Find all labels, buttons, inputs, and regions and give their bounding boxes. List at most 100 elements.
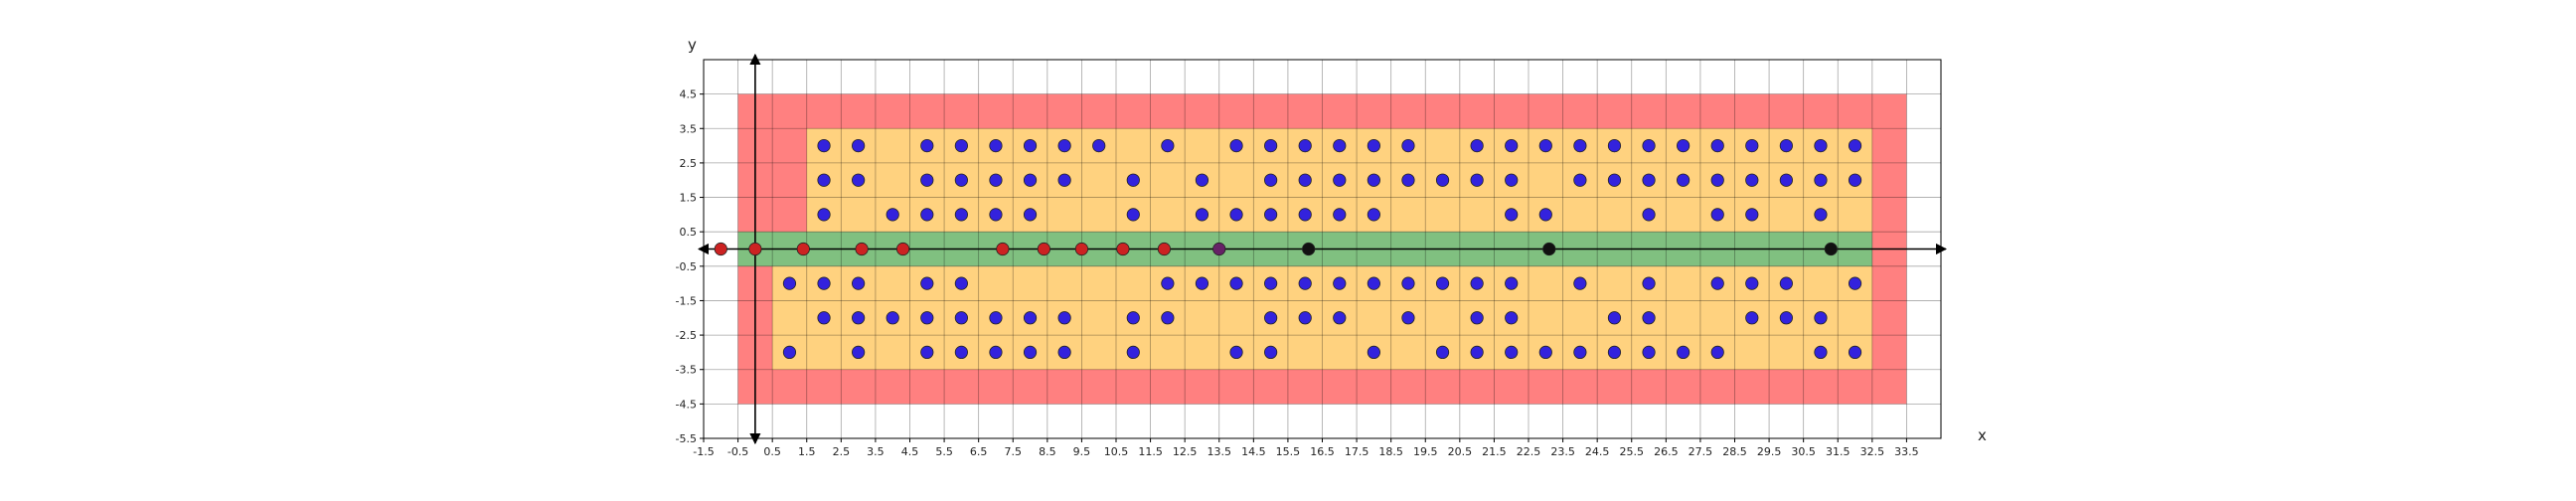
data-point <box>782 276 797 290</box>
data-point <box>796 242 810 256</box>
data-point <box>1745 311 1759 325</box>
y-tick-label: 3.5 <box>680 122 698 135</box>
data-point <box>1848 173 1862 187</box>
data-point <box>1814 138 1828 153</box>
data-point <box>1333 208 1347 222</box>
data-point <box>1333 311 1347 325</box>
x-tick-label: 32.5 <box>1860 445 1885 458</box>
x-tick-label: 33.5 <box>1894 445 1919 458</box>
data-point <box>1092 138 1106 153</box>
x-tick-label: 14.5 <box>1241 445 1266 458</box>
data-point <box>989 345 1003 360</box>
data-point <box>748 242 762 256</box>
data-point <box>1023 311 1038 325</box>
data-point <box>886 311 899 325</box>
data-point <box>1677 138 1690 153</box>
data-point <box>1057 138 1071 153</box>
data-point <box>1264 276 1278 290</box>
data-point <box>989 138 1003 153</box>
data-point <box>920 311 934 325</box>
data-point <box>1779 138 1793 153</box>
y-tick-label: -2.5 <box>676 329 697 342</box>
data-point <box>1470 345 1484 360</box>
data-point <box>920 345 934 360</box>
data-point <box>1298 173 1312 187</box>
data-point <box>852 311 866 325</box>
data-point <box>852 345 866 360</box>
y-tick-label: -3.5 <box>676 364 697 377</box>
data-point <box>886 208 899 222</box>
x-tick-label: 30.5 <box>1791 445 1816 458</box>
data-point <box>1642 345 1656 360</box>
data-point <box>1229 208 1243 222</box>
data-point <box>1435 276 1450 290</box>
y-tick-label: -0.5 <box>676 260 697 273</box>
data-point <box>1057 173 1071 187</box>
data-point <box>1161 276 1175 290</box>
data-point <box>1037 242 1050 256</box>
data-point <box>1126 345 1140 360</box>
data-point <box>1538 345 1552 360</box>
y-tick-label: -5.5 <box>676 432 697 445</box>
data-point <box>852 173 866 187</box>
data-point <box>1814 311 1828 325</box>
x-tick-label: 19.5 <box>1413 445 1438 458</box>
data-point <box>1779 173 1793 187</box>
data-point <box>817 311 831 325</box>
x-tick-label: 28.5 <box>1722 445 1747 458</box>
data-point <box>855 242 869 256</box>
data-point <box>1824 242 1838 256</box>
data-point <box>920 138 934 153</box>
data-point <box>895 242 910 256</box>
data-point <box>1505 208 1519 222</box>
x-tick-label: 24.5 <box>1585 445 1610 458</box>
data-point <box>1367 208 1380 222</box>
data-point <box>1264 138 1278 153</box>
data-point <box>1848 276 1862 290</box>
data-point <box>852 276 866 290</box>
x-tick-label: 4.5 <box>901 445 919 458</box>
x-tick-label: 27.5 <box>1689 445 1713 458</box>
y-tick-label: -1.5 <box>676 294 697 307</box>
data-point <box>954 208 968 222</box>
data-point <box>1710 208 1724 222</box>
data-point <box>1814 208 1828 222</box>
data-point <box>1745 138 1759 153</box>
x-tick-label: 12.5 <box>1173 445 1198 458</box>
x-tick-label: 6.5 <box>970 445 988 458</box>
data-point <box>1745 173 1759 187</box>
x-tick-label: 2.5 <box>833 445 851 458</box>
data-point <box>1470 276 1484 290</box>
data-point <box>1779 276 1793 290</box>
data-point <box>1367 345 1380 360</box>
data-point <box>1157 242 1172 256</box>
data-point <box>1573 276 1587 290</box>
data-point <box>782 345 797 360</box>
data-point <box>1779 311 1793 325</box>
data-point <box>954 138 968 153</box>
data-point <box>1057 345 1071 360</box>
data-point <box>1116 242 1130 256</box>
data-point <box>1505 138 1519 153</box>
data-point <box>1367 173 1380 187</box>
data-point <box>996 242 1010 256</box>
data-point <box>954 345 968 360</box>
x-tick-label: 5.5 <box>935 445 953 458</box>
data-point <box>1367 138 1380 153</box>
data-point <box>1542 242 1556 256</box>
data-point <box>1505 173 1519 187</box>
data-point <box>1607 138 1622 153</box>
data-point <box>1126 311 1140 325</box>
data-point <box>1505 345 1519 360</box>
data-point <box>1126 173 1140 187</box>
data-point <box>1298 311 1312 325</box>
data-point <box>1677 345 1690 360</box>
y-axis-label: y <box>688 36 697 54</box>
data-point <box>1333 138 1347 153</box>
data-point <box>1298 276 1312 290</box>
x-tick-label: 20.5 <box>1448 445 1473 458</box>
data-point <box>1401 138 1415 153</box>
data-point <box>1848 138 1862 153</box>
data-point <box>1505 276 1519 290</box>
data-point <box>1435 345 1450 360</box>
